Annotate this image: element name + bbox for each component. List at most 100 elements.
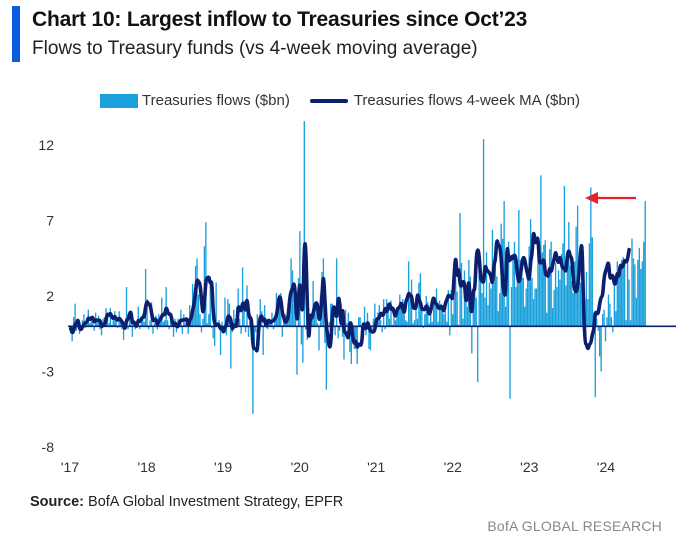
bar [199, 314, 201, 327]
legend-label-flows: Treasuries flows ($bn) [142, 92, 290, 109]
bar [219, 326, 222, 355]
bar [547, 268, 549, 327]
bar [443, 314, 445, 327]
bar [146, 299, 148, 327]
bar [359, 317, 361, 327]
bar [490, 288, 492, 327]
bar [518, 210, 520, 327]
ma-series-line [68, 231, 631, 353]
bar [601, 314, 604, 327]
bar [477, 326, 479, 383]
bar [209, 276, 211, 327]
bar [450, 290, 452, 327]
bar [462, 318, 464, 327]
bar [521, 273, 523, 327]
bar [496, 276, 498, 327]
bar [497, 311, 499, 327]
bar [556, 287, 558, 327]
bar [166, 320, 169, 327]
bar [346, 323, 348, 327]
bar [74, 303, 76, 327]
bar [613, 276, 616, 327]
bar [487, 305, 489, 327]
bar [540, 175, 542, 327]
bar [397, 306, 400, 327]
bar [324, 326, 326, 343]
bar [568, 222, 570, 327]
bar [528, 246, 530, 327]
bar [355, 326, 357, 349]
bar [164, 320, 166, 327]
bar [618, 276, 620, 327]
bar [537, 240, 539, 327]
bar [590, 187, 592, 327]
bar [347, 312, 350, 327]
bar [315, 306, 317, 327]
source-note: Source: BofA Global Investment Strategy,… [30, 494, 343, 510]
bar [541, 252, 544, 327]
bar [551, 308, 554, 327]
bar [212, 326, 214, 339]
bar [197, 294, 200, 327]
bar [221, 321, 223, 327]
bar [466, 306, 469, 327]
bar [238, 318, 241, 327]
bar [571, 281, 573, 327]
x-tick-label: '17 [61, 459, 79, 475]
legend-label-ma: Treasuries flows 4-week MA ($bn) [353, 92, 581, 109]
bar [172, 326, 175, 337]
bar [578, 258, 580, 327]
bar [153, 323, 156, 327]
bar [635, 297, 638, 327]
bar [184, 323, 186, 327]
bar [278, 294, 280, 327]
bar [594, 326, 596, 398]
bar [399, 294, 401, 327]
bar [507, 241, 510, 327]
arrow-head [585, 192, 598, 204]
bar [579, 282, 582, 327]
bar [643, 241, 645, 327]
bar [394, 320, 397, 327]
bar [428, 323, 430, 327]
bar [227, 299, 229, 327]
bar [287, 320, 289, 327]
bar [546, 312, 548, 327]
bar [493, 282, 495, 327]
bar [180, 309, 182, 327]
bar [259, 299, 261, 327]
bar [369, 326, 372, 351]
bar [393, 314, 395, 327]
bar [335, 258, 338, 327]
title-accent-bar [12, 6, 20, 62]
legend-item-flows: Treasuries flows ($bn) [100, 92, 290, 109]
bar [371, 326, 373, 333]
bar [587, 299, 589, 327]
bar [609, 303, 611, 327]
bar [365, 326, 367, 336]
bar [147, 326, 150, 330]
bar [482, 139, 485, 327]
bar [344, 309, 347, 327]
bar [206, 323, 208, 327]
bar [125, 287, 128, 327]
bar [343, 326, 345, 360]
bar [281, 326, 283, 337]
bar [637, 259, 639, 327]
bar [131, 326, 134, 337]
bar [263, 305, 266, 327]
bar [152, 326, 154, 334]
bar [447, 290, 449, 327]
bar [416, 318, 419, 327]
bar [193, 308, 195, 327]
bar [384, 326, 386, 330]
bar [388, 318, 391, 327]
bar [557, 270, 560, 327]
bar [134, 326, 136, 330]
bar [159, 321, 161, 327]
y-tick-label: 7 [46, 213, 54, 229]
bar [200, 326, 203, 333]
bar [597, 326, 599, 331]
bar [453, 297, 455, 327]
bar [137, 306, 139, 327]
